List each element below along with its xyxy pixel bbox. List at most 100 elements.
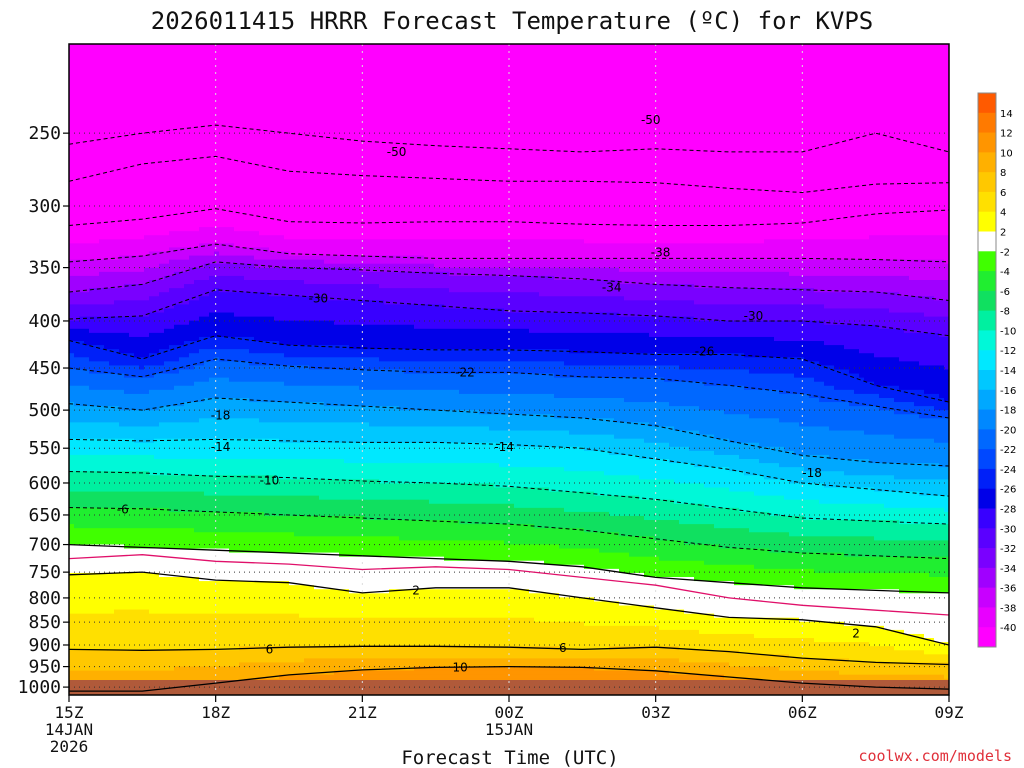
- temperature-cell: [74, 353, 80, 358]
- temperature-cell: [139, 134, 145, 139]
- temperature-cell: [169, 443, 175, 448]
- temperature-cell: [114, 158, 120, 163]
- temperature-cell: [109, 512, 115, 517]
- temperature-cell: [154, 667, 160, 672]
- temperature-cell: [99, 451, 105, 456]
- temperature-cell: [194, 667, 200, 672]
- temperature-cell: [144, 48, 150, 53]
- temperature-cell: [199, 341, 205, 346]
- temperature-cell: [219, 268, 225, 273]
- temperature-cell: [219, 109, 225, 114]
- temperature-cell: [149, 508, 155, 513]
- temperature-cell: [104, 435, 110, 440]
- temperature-cell: [109, 280, 115, 285]
- temperature-cell: [69, 64, 75, 69]
- temperature-cell: [184, 435, 190, 440]
- temperature-cell: [174, 422, 180, 427]
- temperature-cell: [159, 313, 165, 318]
- temperature-cell: [129, 601, 135, 606]
- temperature-cell: [209, 68, 215, 73]
- temperature-cell: [199, 394, 205, 399]
- temperature-cell: [189, 178, 195, 183]
- temperature-cell: [124, 296, 130, 301]
- temperature-cell: [129, 89, 135, 94]
- temperature-cell: [204, 512, 210, 517]
- temperature-cell: [89, 394, 95, 399]
- temperature-cell: [89, 581, 95, 586]
- temperature-cell: [184, 211, 190, 216]
- temperature-cell: [174, 56, 180, 61]
- temperature-cell: [89, 235, 95, 240]
- temperature-cell: [194, 496, 200, 501]
- temperature-cell: [159, 455, 165, 460]
- temperature-cell: [109, 215, 115, 220]
- temperature-cell: [114, 186, 120, 191]
- temperature-cell: [159, 557, 165, 562]
- temperature-cell: [99, 101, 105, 106]
- temperature-cell: [109, 410, 115, 415]
- temperature-cell: [144, 414, 150, 419]
- temperature-cell: [204, 520, 210, 525]
- temperature-cell: [199, 585, 205, 590]
- temperature-cell: [199, 117, 205, 122]
- temperature-cell: [124, 601, 130, 606]
- temperature-cell: [119, 207, 125, 212]
- temperature-cell: [119, 113, 125, 118]
- temperature-cell: [109, 589, 115, 594]
- temperature-cell: [104, 532, 110, 537]
- temperature-cell: [74, 378, 80, 383]
- temperature-cell: [94, 117, 100, 122]
- temperature-cell: [184, 252, 190, 257]
- temperature-cell: [99, 48, 105, 53]
- temperature-cell: [69, 121, 75, 126]
- temperature-cell: [109, 260, 115, 265]
- temperature-cell: [99, 589, 105, 594]
- temperature-cell: [214, 341, 220, 346]
- temperature-cell: [194, 573, 200, 578]
- temperature-cell: [169, 520, 175, 525]
- temperature-cell: [129, 471, 135, 476]
- temperature-cell: [124, 182, 130, 187]
- temperature-cell: [134, 483, 140, 488]
- temperature-cell: [109, 109, 115, 114]
- temperature-cell: [184, 329, 190, 334]
- temperature-cell: [154, 125, 160, 130]
- temperature-cell: [134, 581, 140, 586]
- temperature-cell: [79, 77, 85, 82]
- temperature-cell: [214, 48, 220, 53]
- temperature-cell: [199, 492, 205, 497]
- temperature-cell: [74, 308, 80, 313]
- temperature-cell: [179, 333, 185, 338]
- temperature-cell: [209, 296, 215, 301]
- temperature-cell: [179, 142, 185, 147]
- temperature-cell: [189, 77, 195, 82]
- temperature-cell: [214, 390, 220, 395]
- temperature-cell: [124, 654, 130, 659]
- temperature-cell: [104, 601, 110, 606]
- temperature-cell: [139, 370, 145, 375]
- temperature-cell: [164, 134, 170, 139]
- temperature-cell: [169, 186, 175, 191]
- temperature-cell: [139, 536, 145, 541]
- temperature-cell: [124, 56, 130, 61]
- temperature-cell: [109, 455, 115, 460]
- temperature-cell: [164, 638, 170, 643]
- temperature-cell: [194, 394, 200, 399]
- temperature-cell: [164, 345, 170, 350]
- temperature-cell: [159, 272, 165, 277]
- temperature-cell: [224, 113, 230, 118]
- temperature-cell: [189, 614, 195, 619]
- temperature-cell: [99, 361, 105, 366]
- temperature-cell: [164, 166, 170, 171]
- temperature-cell: [139, 56, 145, 61]
- temperature-cell: [94, 601, 100, 606]
- temperature-cell: [219, 105, 225, 110]
- temperature-cell: [129, 235, 135, 240]
- temperature-cell: [159, 524, 165, 529]
- temperature-cell: [139, 626, 145, 631]
- temperature-cell: [104, 459, 110, 464]
- temperature-cell: [84, 56, 90, 61]
- temperature-cell: [164, 374, 170, 379]
- temperature-cell: [114, 642, 120, 647]
- temperature-cell: [194, 117, 200, 122]
